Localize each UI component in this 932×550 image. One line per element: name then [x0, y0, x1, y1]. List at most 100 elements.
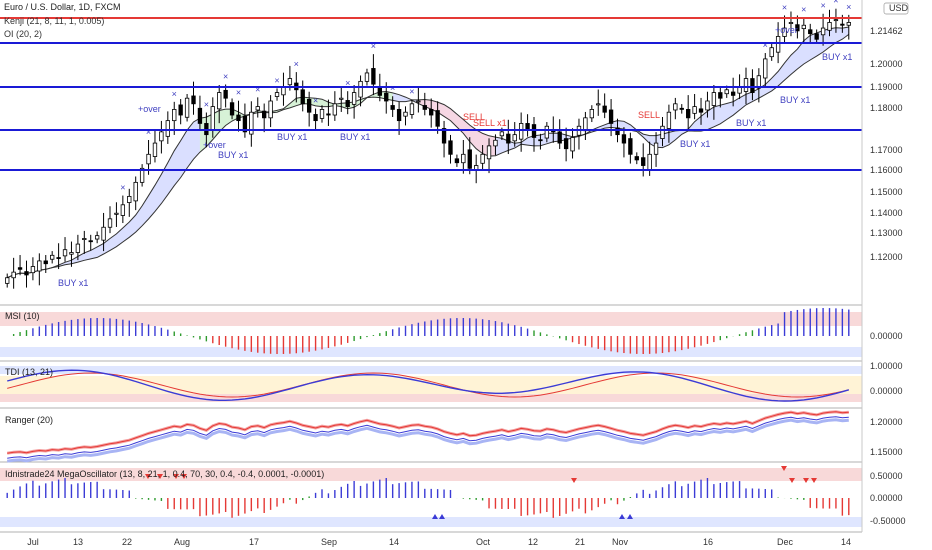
cloud-band-up	[199, 91, 393, 153]
candle-body	[480, 153, 485, 164]
candle-body	[808, 29, 813, 35]
candle-body	[782, 27, 787, 37]
candle-body	[345, 100, 350, 108]
candle-body	[750, 78, 755, 93]
mega-sell-arrow	[571, 478, 577, 483]
time-tick: Oct	[476, 537, 491, 547]
chart-title: Euro / U.S. Dollar, 1D, FXCM	[4, 2, 121, 12]
candle-body	[756, 75, 762, 89]
buy-signal-label: BUY x1	[680, 139, 710, 149]
candle-body	[17, 267, 23, 270]
candle-body	[133, 181, 138, 202]
candle-body	[114, 212, 119, 215]
time-tick: Jul	[27, 537, 39, 547]
time-tick: 14	[389, 537, 399, 547]
candle-body	[608, 109, 614, 124]
buy-signal-label: BUY x1	[340, 132, 370, 142]
tdi-lower-zone	[0, 394, 862, 402]
mega-sell-arrow	[803, 478, 809, 483]
currency-label: USD	[889, 3, 909, 13]
candle-body	[705, 100, 710, 111]
candle-body	[454, 158, 460, 164]
grid	[0, 304, 932, 533]
ranger-tick: 1.20000	[870, 417, 903, 427]
candle-body	[660, 125, 665, 139]
candle-body	[666, 111, 672, 129]
indicator-oi-label: OI (20, 2)	[4, 29, 43, 39]
x-marker: ×	[294, 59, 299, 69]
candle-body	[615, 127, 620, 136]
candle-body	[358, 80, 363, 98]
candle-body	[840, 23, 845, 26]
price-pane[interactable]: × × × × × × × × × × × × × × × × × × × × BUY x1 BUY x1 BUY x1 BU…	[5, 0, 852, 289]
candle-body	[268, 100, 273, 119]
candle-body	[518, 123, 524, 140]
candle-body	[730, 91, 736, 96]
candle-body	[217, 92, 222, 110]
msi-label: MSI (10)	[5, 311, 40, 321]
over-label: +over	[775, 25, 798, 35]
time-tick: 16	[703, 537, 713, 547]
candle-body	[814, 33, 819, 40]
candle-body	[647, 153, 652, 171]
x-marker: ×	[409, 87, 414, 97]
candle-body	[262, 110, 267, 119]
candle-body	[589, 109, 594, 119]
mega-label: Idnistrade24 MegaOscillator (13, 8, 21, …	[5, 469, 324, 479]
mega-buy-arrow	[619, 514, 625, 519]
x-marker: ×	[255, 84, 260, 94]
candle-body	[390, 105, 395, 110]
candle-body	[146, 153, 151, 165]
price-tick-current: 1.21462	[870, 26, 903, 36]
candle-body	[486, 145, 492, 160]
candle-body	[775, 36, 781, 53]
cloud-band-down	[418, 99, 496, 157]
mega-tick: 0.00000	[870, 493, 903, 503]
mega-buy-arrow	[439, 514, 445, 519]
indicator-panes[interactable]: MSI (10) TDI (13, 21) Ranger (20) Idnistrad…	[0, 308, 862, 527]
over-label: +over	[138, 104, 161, 114]
candle-body	[396, 109, 402, 122]
candle-body	[139, 167, 145, 183]
price-tick: 1.17000	[870, 145, 903, 155]
buy-signal-label: BUY x1	[277, 132, 307, 142]
candle-body	[229, 102, 235, 116]
tdi-signal-line	[7, 372, 849, 398]
time-tick: Sep	[321, 537, 337, 547]
candle-body	[371, 68, 376, 85]
tdi-tick: 0.00000	[870, 386, 903, 396]
x-marker: ×	[371, 41, 376, 51]
candle-body	[24, 271, 29, 276]
ranger-label: Ranger (20)	[5, 415, 53, 425]
candle-body	[531, 124, 537, 138]
candle-body	[184, 97, 190, 118]
time-axis: Jul 13 22 Aug 17 Sep 14 Oct 12 21 Nov 16 Dec 14	[27, 537, 851, 547]
x-marker: ×	[204, 100, 209, 110]
time-tick: 22	[122, 537, 132, 547]
candle-body	[127, 195, 132, 203]
candle-body	[698, 108, 704, 113]
candle-body	[69, 252, 74, 255]
ranger-lower-line	[6, 418, 849, 463]
candle-body	[94, 235, 100, 240]
candle-body	[448, 140, 453, 155]
candle-body	[249, 111, 254, 135]
tdi-label: TDI (13, 21)	[5, 367, 53, 377]
candle-body	[409, 103, 415, 115]
candle-body	[300, 89, 305, 105]
x-marker: ×	[820, 1, 825, 11]
candle-body	[512, 134, 517, 142]
mega-sell-arrow	[811, 478, 817, 483]
x-marker: ×	[172, 89, 177, 99]
currency-box	[883, 2, 909, 15]
time-tick: Aug	[174, 537, 190, 547]
mega-sell-arrow	[789, 478, 795, 483]
candle-body	[673, 103, 678, 111]
candle-body	[422, 105, 427, 110]
candle-body	[602, 105, 607, 113]
x-marker: ×	[313, 96, 318, 106]
mega-sell-arrow	[181, 474, 187, 479]
candle-body	[769, 47, 774, 58]
time-tick: 12	[528, 537, 538, 547]
